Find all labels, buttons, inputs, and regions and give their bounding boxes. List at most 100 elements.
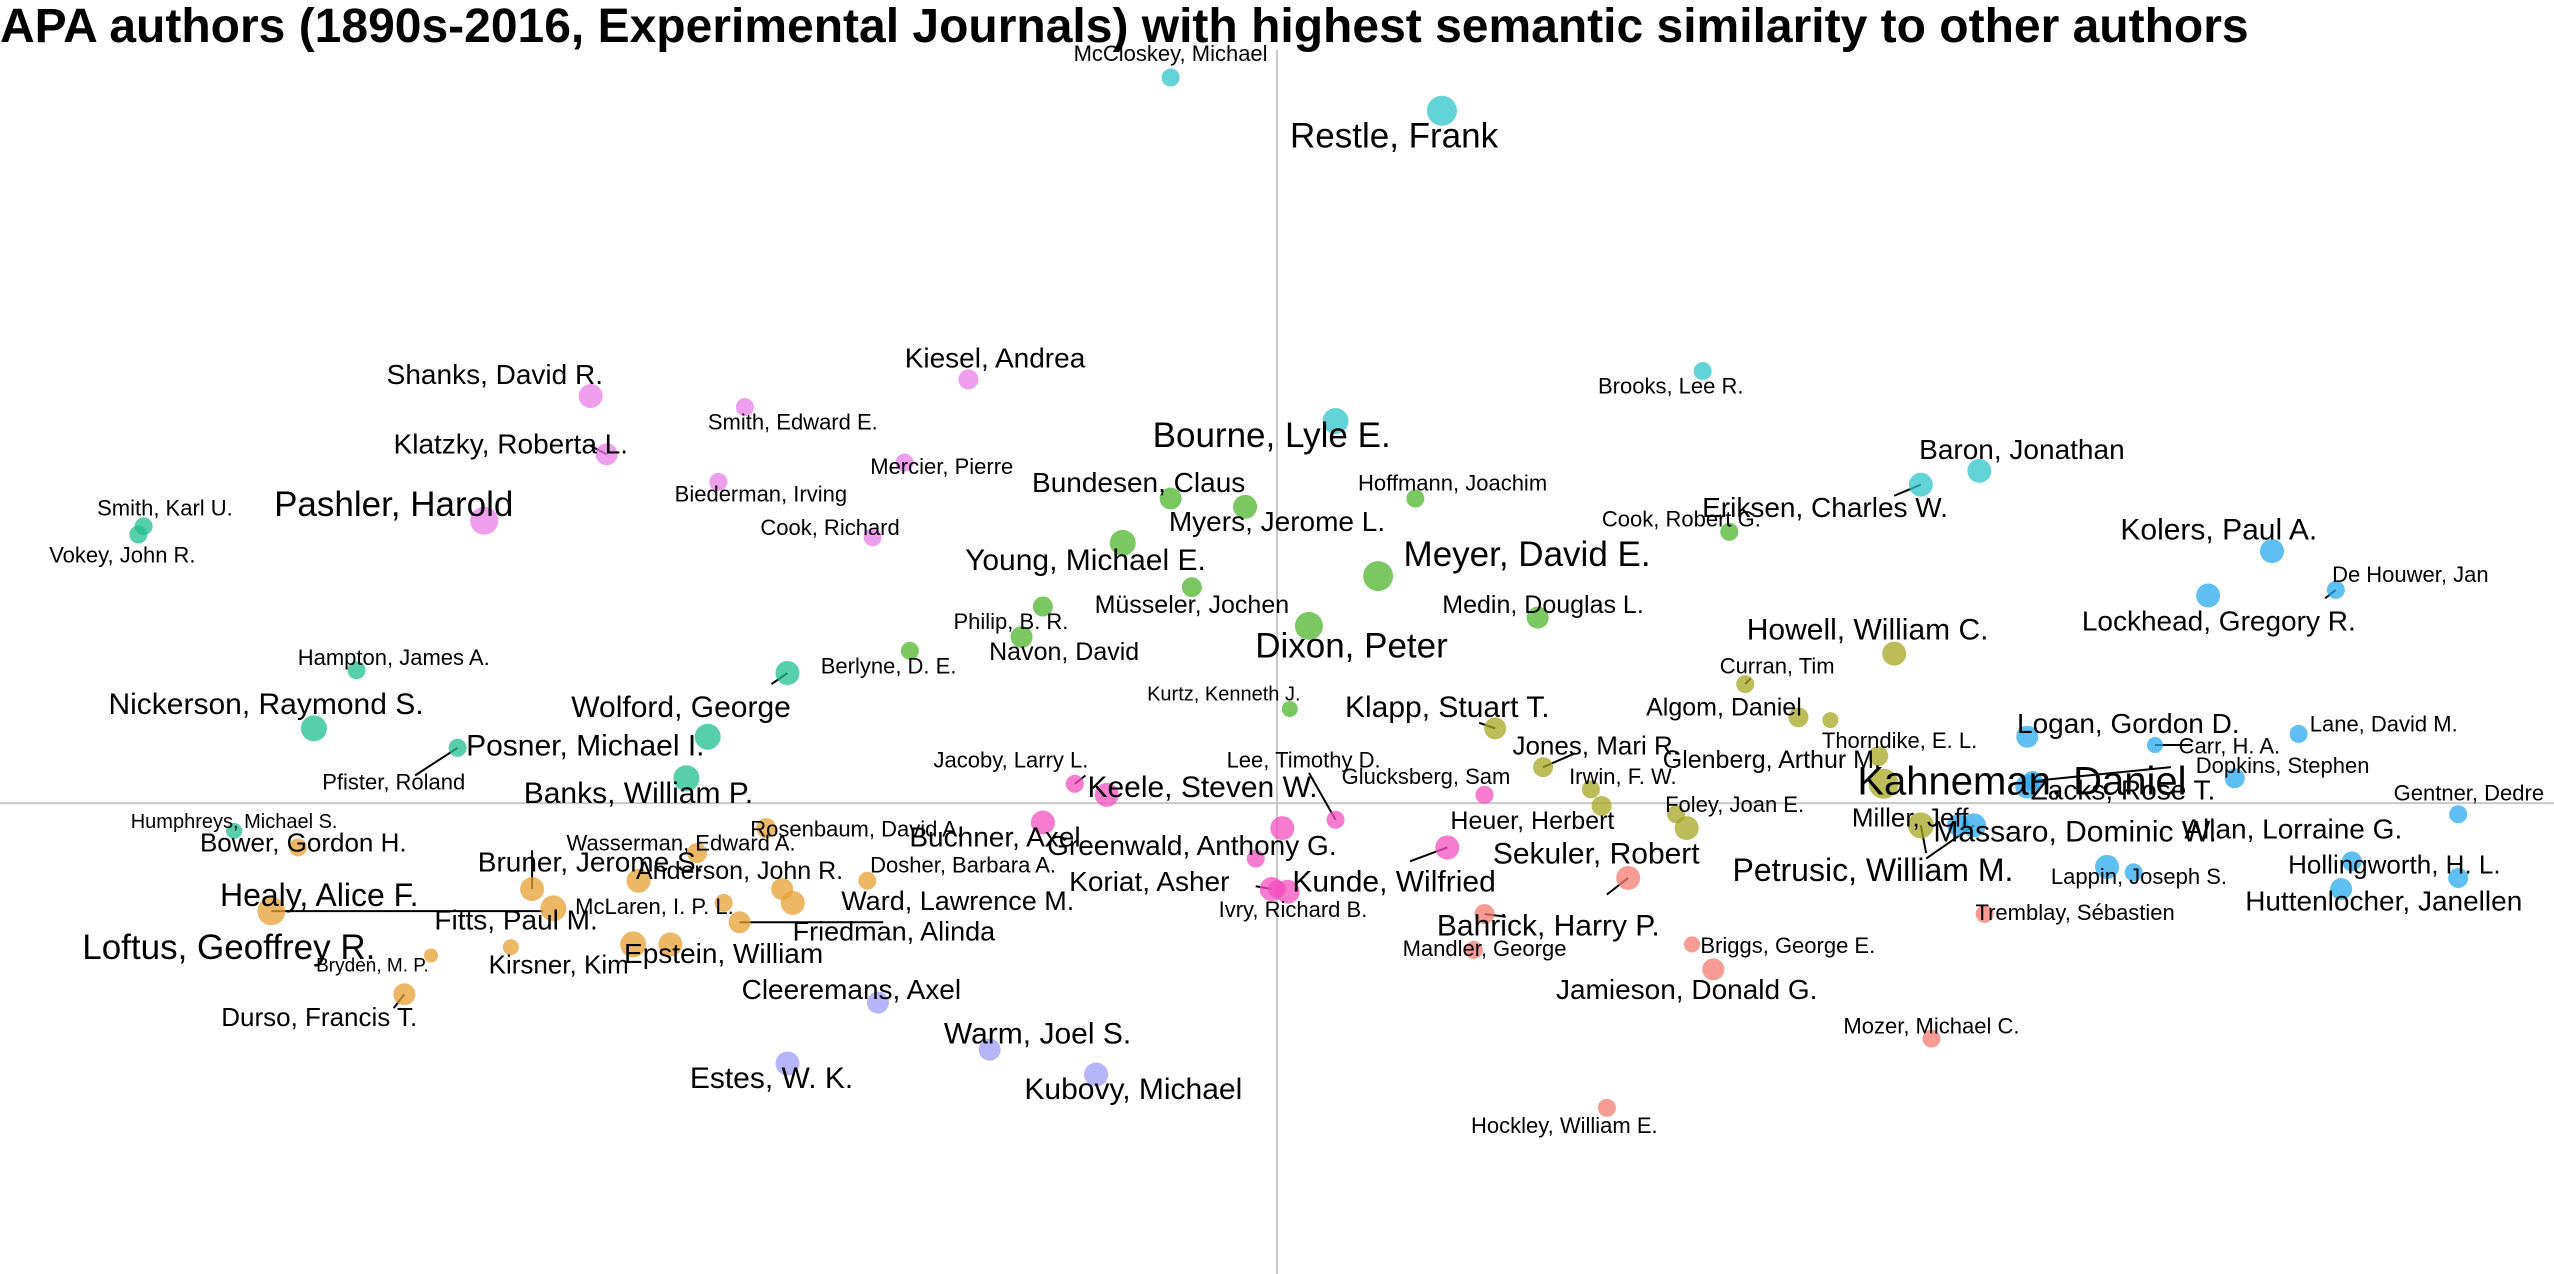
data-label: Heuer, Herbert: [1450, 807, 1614, 835]
data-point: [1094, 782, 1119, 807]
data-label: Kubovy, Michael: [1024, 1073, 1242, 1106]
data-label: Young, Michael E.: [965, 544, 1206, 577]
data-label: Loftus, Geoffrey R.: [82, 928, 375, 967]
data-label: Nickerson, Raymond S.: [108, 688, 423, 721]
data-label: Mozer, Michael C.: [1843, 1013, 2019, 1038]
data-point: [1975, 904, 1994, 923]
data-label: Buchner, Axel: [909, 822, 1080, 853]
data-point: [1967, 458, 1992, 483]
data-point: [1406, 489, 1425, 508]
data-label: Hampton, James A.: [298, 645, 490, 670]
data-point: [1159, 487, 1182, 510]
data-point: [1322, 407, 1349, 434]
data-point: [2326, 580, 2345, 599]
data-point: [2449, 805, 2468, 824]
data-point: [620, 931, 647, 958]
data-point: [1822, 712, 1839, 729]
data-point: [1475, 785, 1494, 804]
data-label: Medin, Douglas L.: [1442, 591, 1644, 619]
data-label: Restle, Frank: [1290, 117, 1499, 156]
data-point: [2224, 768, 2245, 789]
data-point: [895, 453, 914, 472]
data-point: [1736, 675, 1755, 694]
data-point: [756, 818, 777, 839]
data-point: [1294, 611, 1323, 640]
data-label: Hollingworth, H. L.: [2288, 850, 2500, 880]
data-label: Mercier, Pierre: [870, 454, 1013, 479]
data-point: [2259, 539, 2284, 564]
data-point: [1788, 707, 1809, 728]
data-point: [2289, 724, 2308, 743]
data-label: Banks, William P.: [524, 777, 754, 810]
data-point: [448, 738, 467, 757]
data-label: Jones, Mari R.: [1512, 731, 1680, 761]
data-label: Meyer, David E.: [1404, 535, 1651, 574]
data-label: Brooks, Lee R.: [1598, 374, 1744, 399]
data-label: Cleeremans, Axel: [742, 974, 961, 1005]
data-label: Bourne, Lyle E.: [1153, 416, 1391, 455]
data-label: Posner, Michael I.: [466, 730, 704, 763]
data-label: Gentner, Dedre: [2394, 781, 2544, 806]
data-point: [1526, 606, 1549, 629]
data-point: [858, 871, 877, 890]
data-point: [2196, 583, 2221, 608]
data-label: Jamieson, Donald G.: [1556, 974, 1817, 1005]
data-label: Curran, Tim: [1720, 653, 1835, 678]
data-point: [2015, 774, 2040, 799]
data-label: Navon, David: [989, 638, 1139, 666]
data-label: Howell, William C.: [1747, 613, 1989, 646]
data-point: [775, 661, 800, 686]
data-label: De Houwer, Jan: [2332, 562, 2489, 587]
data-label: Bahrick, Harry P.: [1437, 910, 1660, 943]
data-label: Dixon, Peter: [1255, 626, 1448, 665]
data-label: Cook, Robert G.: [1602, 506, 1761, 531]
data-point: [694, 723, 721, 750]
label-leader-line: [2032, 766, 2171, 783]
data-point: [1032, 596, 1053, 617]
data-label: Kolers, Paul A.: [2120, 514, 2317, 547]
data-label: Carr, H. A.: [2179, 734, 2280, 759]
data-label: Estes, W. K.: [690, 1062, 853, 1095]
data-label: Berlyne, D. E.: [821, 653, 957, 678]
data-label: Glucksberg, Sam: [1342, 764, 1511, 789]
data-label: Petrusic, William M.: [1732, 852, 2013, 888]
data-label: Pfister, Roland: [322, 770, 465, 795]
data-label: Lockhead, Gregory R.: [2082, 606, 2356, 637]
data-label: Eriksen, Charles W.: [1702, 492, 1948, 523]
data-label: Pashler, Harold: [274, 485, 513, 524]
data-label: Kunde, Wilfried: [1292, 865, 1495, 898]
data-point: [1684, 936, 1701, 953]
data-point: [1474, 903, 1495, 924]
data-point: [1720, 522, 1739, 541]
data-label: Bower, Gordon H.: [200, 828, 407, 858]
data-label: Glenberg, Arthur M.: [1663, 746, 1881, 774]
data-label: Smith, Karl U.: [97, 495, 233, 520]
data-label: Anderson, John R.: [636, 857, 843, 885]
data-point: [1326, 810, 1345, 829]
data-label: Massaro, Dominic W.: [1933, 816, 2216, 849]
data-labels: McCloskey, Michael Restle, Frank Brooks, L…: [49, 41, 2544, 1138]
data-point: [1922, 1029, 1941, 1048]
data-label: Biederman, Irving: [675, 482, 847, 507]
data-label: Vokey, John R.: [49, 542, 195, 567]
data-point: [2448, 867, 2469, 888]
data-point: [1702, 958, 1725, 981]
data-point: [257, 897, 286, 926]
data-label: Briggs, George E.: [1700, 933, 1875, 958]
data-point: [2341, 851, 2362, 872]
data-label: Rosenbaum, David A.: [750, 817, 963, 842]
data-point: [470, 506, 499, 535]
data-point: [863, 528, 882, 547]
data-label: Sekuler, Robert: [1493, 838, 1700, 871]
data-point: [1084, 1062, 1109, 1087]
data-label: Algom, Daniel: [1646, 694, 1802, 722]
data-point: [1363, 561, 1394, 592]
data-point: [1962, 813, 1987, 838]
data-point: [1882, 641, 1907, 666]
data-point: [1484, 717, 1507, 740]
data-label: Hoffmann, Joachim: [1358, 470, 1547, 495]
data-point: [393, 983, 416, 1006]
data-point: [1246, 849, 1265, 868]
data-label: Kiesel, Andrea: [905, 342, 1086, 373]
data-point: [1181, 577, 1202, 598]
